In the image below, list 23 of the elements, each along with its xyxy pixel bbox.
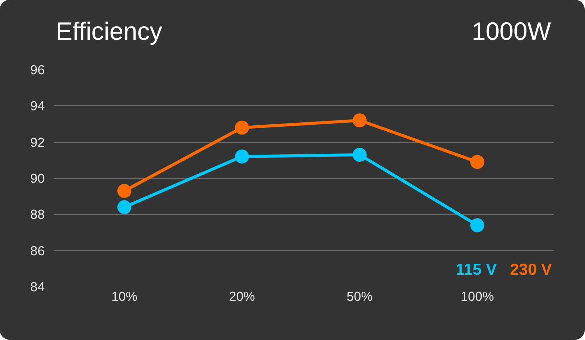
point (470, 218, 485, 233)
y-tick-label: 92 (30, 134, 45, 150)
x-tick-label: 10% (112, 289, 138, 304)
y-tick-label: 94 (30, 98, 45, 114)
point (235, 150, 250, 164)
point (470, 155, 485, 170)
point (118, 184, 132, 198)
point (118, 200, 132, 214)
text: 115 V (456, 262, 498, 279)
y-tick-label: 90 (30, 171, 45, 186)
y-tick-label: 96 (30, 62, 45, 78)
x-tick-label: 100% (460, 289, 495, 304)
point (235, 120, 250, 135)
y-tick-label: 86 (30, 243, 45, 258)
y-tick-label: 84 (30, 280, 45, 295)
chart-subtitle: 1000W (472, 18, 552, 46)
point (352, 114, 367, 128)
point (352, 148, 367, 162)
text: 230 V (510, 262, 552, 279)
chart-title: Efficiency (56, 18, 164, 46)
x-tick-label: 50% (346, 289, 374, 304)
x-tick-label: 20% (229, 289, 256, 304)
y-tick-label: 88 (30, 207, 45, 222)
